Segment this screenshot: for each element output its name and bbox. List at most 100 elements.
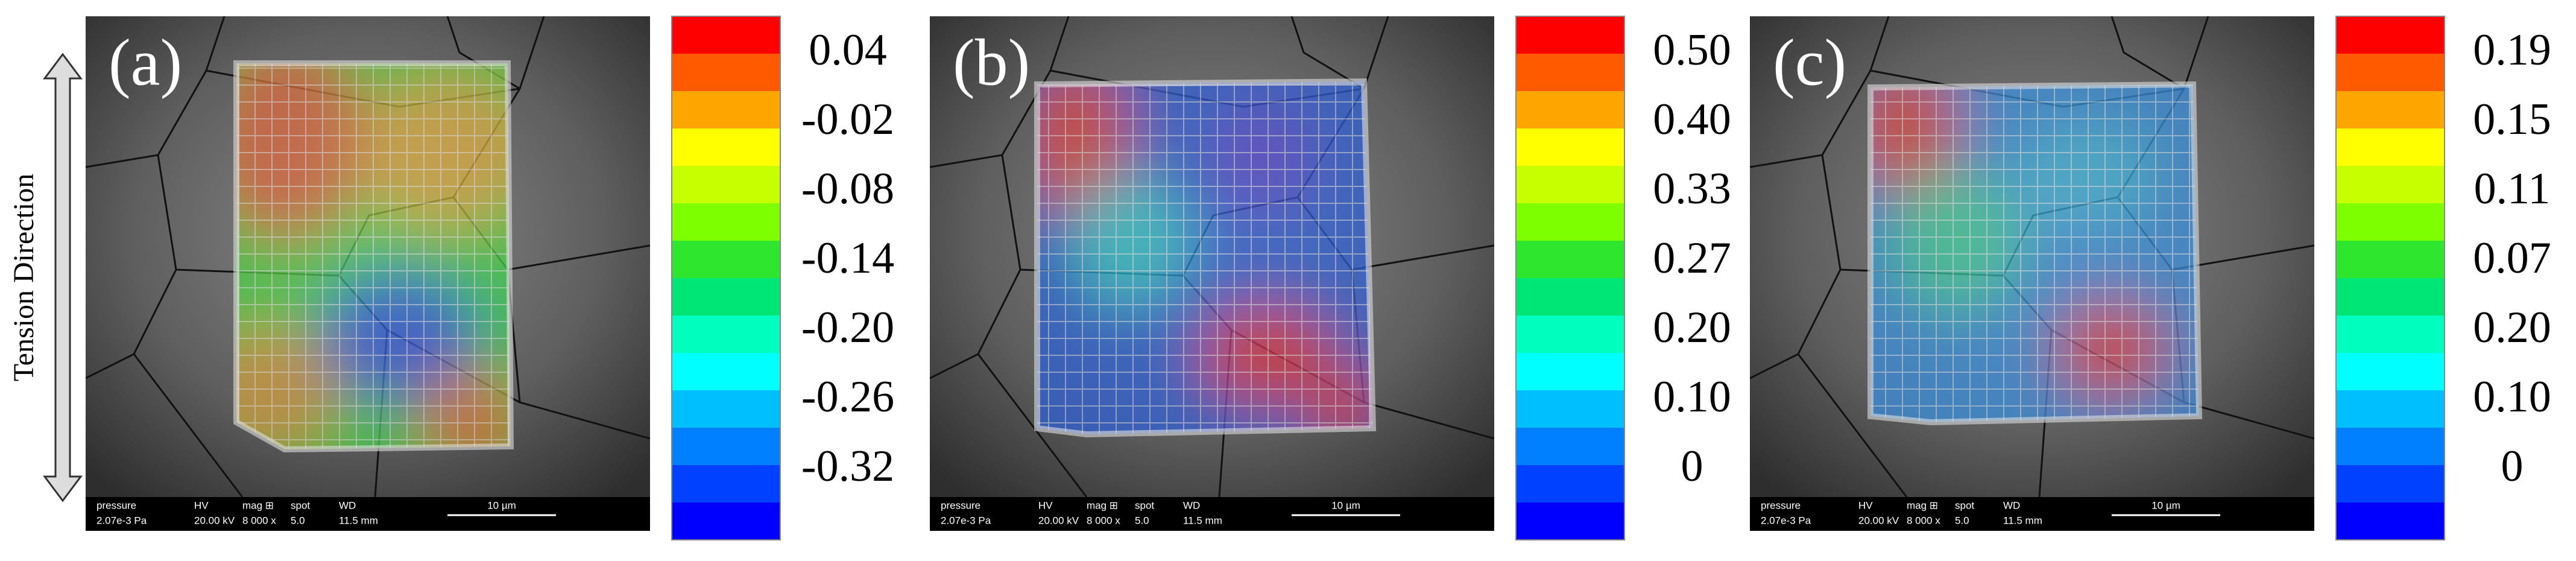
colorbar-band: [1516, 278, 1624, 316]
colorbar-band: [2336, 166, 2445, 204]
info-value: 20.00 kV: [1038, 515, 1079, 526]
info-value: 8 000 x: [242, 515, 276, 526]
info-header: mag ⊞: [1087, 499, 1118, 511]
colorbar-label: -0.14: [801, 233, 894, 283]
panel-label: (c): [1773, 25, 1846, 99]
colorbar-label: -0.08: [801, 164, 894, 214]
colorbar-label: 0.20: [1653, 303, 1731, 352]
colorbar-band: [672, 128, 780, 166]
colorbar-band: [1516, 91, 1624, 129]
colorbar-band: [1516, 54, 1624, 92]
colorbar-band: [2336, 465, 2445, 503]
info-header: spot: [291, 499, 310, 511]
scale-label: 10 µm: [1331, 499, 1360, 511]
info-header: HV: [194, 499, 209, 511]
tension-arrow: [43, 52, 83, 502]
colorbar-label: 0.10: [1653, 372, 1731, 422]
dic-grid: [236, 63, 511, 449]
info-header: pressure: [941, 499, 980, 511]
colorbar-band: [2336, 241, 2445, 279]
info-header: WD: [339, 499, 356, 511]
panel-label: (a): [109, 25, 182, 99]
colorbar-band: [1516, 241, 1624, 279]
colorbar-band: [1516, 128, 1624, 166]
colorbar-band: [1516, 315, 1624, 353]
colorbar-band: [2336, 428, 2445, 466]
colorbar-band: [672, 315, 780, 353]
strain-overlay: [1037, 81, 1373, 434]
colorbar-label: 0.15: [2473, 95, 2551, 144]
info-bar: [86, 497, 650, 531]
sem-image: [1750, 16, 2314, 497]
colorbar-label: 0.20: [2473, 303, 2551, 352]
colorbar-band: [672, 353, 780, 391]
info-header: spot: [1955, 499, 1974, 511]
grain-boundary: [930, 16, 1070, 168]
grain-boundary: [1750, 16, 1890, 168]
panel: pressure 2.07e-3 Pa HV 20.00 kV mag ⊞ 8 000 x…: [1750, 16, 2314, 531]
colorbar-band: [2336, 390, 2445, 428]
colorbar-band: [672, 465, 780, 503]
colorbar-band: [672, 203, 780, 241]
colorbar-frame: [2335, 16, 2445, 540]
panel: pressure 2.07e-3 Pa HV 20.00 kV mag ⊞ 8 000 x…: [930, 16, 1494, 531]
colorbar-band: [1516, 465, 1624, 503]
info-value: 11.5 mm: [2003, 515, 2042, 526]
info-bar: [930, 497, 1494, 531]
info-value: 5.0: [1135, 515, 1149, 526]
strain-overlay: [236, 63, 511, 449]
colorbar-band: [2336, 16, 2445, 54]
info-header: WD: [2003, 499, 2020, 511]
colorbar-band: [1516, 390, 1624, 428]
sem-image: [930, 16, 1494, 497]
info-header: pressure: [96, 499, 136, 511]
dic-grid: [1037, 81, 1373, 434]
grain-boundary: [1797, 353, 1908, 497]
colorbar-band: [672, 91, 780, 129]
colorbar-band: [2336, 315, 2445, 353]
info-value: 5.0: [1955, 515, 1969, 526]
colorbar-frame: [1515, 16, 1625, 540]
colorbar-label: 0: [2501, 442, 2524, 491]
info-value: 11.5 mm: [1183, 515, 1222, 526]
info-value: 2.07e-3 Pa: [941, 515, 991, 526]
grain-boundary: [2110, 16, 2185, 90]
colorbar-band: [672, 16, 780, 54]
info-header: mag ⊞: [1907, 499, 1938, 511]
info-value: 11.5 mm: [339, 515, 378, 526]
info-value: 8 000 x: [1087, 515, 1120, 526]
info-value: 8 000 x: [1907, 515, 1940, 526]
overlay-border: [1867, 81, 2203, 426]
colorbar-band: [2336, 353, 2445, 391]
grain-boundary: [86, 16, 226, 168]
colorbar-band: [2336, 278, 2445, 316]
info-bar: [1750, 497, 2314, 531]
colorbar-band: [672, 390, 780, 428]
colorbar-band: [1516, 203, 1624, 241]
colorbar-label: -0.32: [801, 442, 894, 491]
info-header: mag ⊞: [242, 499, 274, 511]
panel: pressure 2.07e-3 Pa HV 20.00 kV mag ⊞ 8 000 x…: [86, 16, 650, 531]
sem-image: [86, 16, 650, 497]
colorbar-band: [672, 428, 780, 466]
info-value: 2.07e-3 Pa: [1761, 515, 1811, 526]
grain-boundary: [1750, 154, 1842, 379]
info-value: 5.0: [291, 515, 305, 526]
colorbar-band: [1516, 166, 1624, 204]
info-header: pressure: [1761, 499, 1801, 511]
info-value: 2.07e-3 Pa: [96, 515, 147, 526]
colorbar-label: 0.10: [2473, 372, 2551, 422]
colorbar-label: -0.20: [801, 303, 894, 352]
colorbar-band: [1516, 16, 1624, 54]
colorbar-band: [672, 54, 780, 92]
scale-label: 10 µm: [487, 499, 516, 511]
dic-grid: [1870, 84, 2199, 422]
colorbar-band: [672, 166, 780, 204]
info-value: 20.00 kV: [194, 515, 235, 526]
colorbar-frame: [671, 16, 781, 540]
colorbar-band: [2336, 91, 2445, 129]
info-header: HV: [1858, 499, 1873, 511]
grain-boundary: [930, 154, 1021, 379]
colorbar-band: [1516, 428, 1624, 466]
